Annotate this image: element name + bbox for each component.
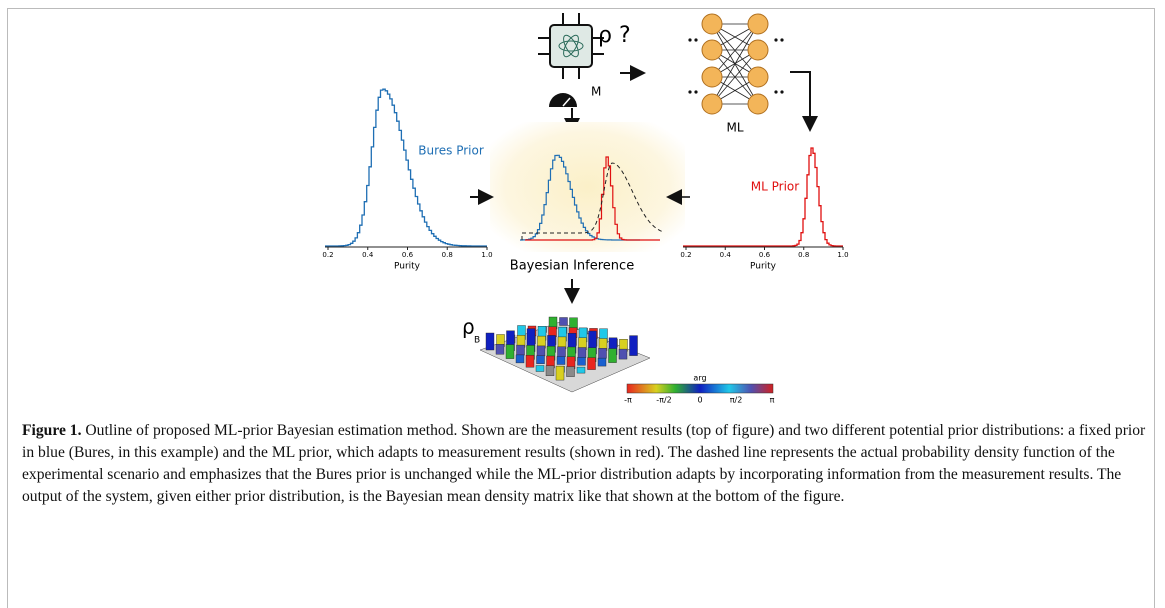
bures-prior-title: Bures Prior	[418, 144, 484, 158]
matrix-bar	[537, 356, 545, 364]
network-dots	[780, 38, 783, 41]
network-node	[748, 67, 768, 87]
matrix-bar	[558, 347, 566, 357]
caption-label: Figure 1.	[22, 422, 81, 439]
matrix-bar	[496, 344, 504, 354]
network-dots	[688, 38, 691, 41]
matrix-bar	[578, 357, 586, 365]
colorbar-tick: π/2	[730, 396, 743, 405]
tick-label: 0.8	[442, 251, 453, 259]
colorbar-tick: 0	[697, 396, 702, 405]
tick-label: 0.4	[720, 251, 732, 259]
network-node	[702, 40, 722, 60]
matrix-bar	[486, 333, 494, 350]
colorbar-tick: -π	[624, 396, 632, 405]
chip-icon	[538, 13, 604, 79]
density-matrix-bars	[480, 317, 650, 392]
network-label: ML	[726, 121, 743, 135]
meter-label: M	[591, 85, 601, 99]
matrix-bar	[537, 346, 545, 356]
network-dots	[688, 90, 691, 93]
tick-label: 1.0	[481, 251, 492, 259]
colorbar	[627, 384, 773, 393]
matrix-bar	[609, 349, 617, 363]
colorbar-tick: -π/2	[656, 396, 672, 405]
network-dots	[774, 90, 777, 93]
tick-label: 0.2	[322, 251, 333, 259]
network-node	[702, 94, 722, 114]
colorbar-label: arg	[693, 374, 706, 383]
matrix-bar	[546, 366, 554, 376]
ml-prior-title: ML Prior	[751, 180, 799, 194]
network-node	[748, 94, 768, 114]
bures-histogram	[325, 89, 487, 246]
network-node	[748, 40, 768, 60]
ml-histogram	[683, 148, 843, 246]
tick-label: 1.0	[837, 251, 848, 259]
network-node	[702, 14, 722, 34]
matrix-bar	[536, 366, 544, 372]
state-label: ρ ?	[598, 23, 631, 48]
network-dots	[774, 38, 777, 41]
network-node	[748, 14, 768, 34]
matrix-bar	[588, 358, 596, 370]
matrix-bar	[517, 345, 525, 355]
matrix-bar	[516, 355, 524, 363]
ml-xlabel: Purity	[750, 262, 777, 272]
matrix-bar	[556, 366, 564, 380]
arrow	[790, 72, 810, 128]
tick-label: 0.8	[798, 251, 809, 259]
matrix-bar	[557, 357, 565, 365]
neural-network-icon	[688, 14, 783, 114]
matrix-bar	[526, 355, 534, 367]
matrix-bar	[567, 367, 575, 377]
network-dots	[780, 90, 783, 93]
tick-label: 0.6	[402, 251, 414, 259]
matrix-bar	[598, 358, 606, 366]
network-node	[702, 67, 722, 87]
bures-xlabel: Purity	[394, 262, 421, 272]
matrix-bar	[599, 348, 607, 358]
network-dots	[694, 90, 697, 93]
matrix-bar	[577, 367, 585, 373]
matrix-bar	[578, 348, 586, 358]
tick-label: 0.4	[362, 251, 374, 259]
figure-caption: Figure 1. Outline of proposed ML-prior B…	[22, 420, 1147, 508]
matrix-bar	[630, 336, 638, 356]
center-label: Bayesian Inference	[510, 259, 634, 274]
caption-text: Outline of proposed ML-prior Bayesian es…	[22, 422, 1145, 505]
matrix-bar	[560, 318, 568, 326]
result-subscript: B	[474, 336, 480, 346]
matrix-bar	[506, 345, 514, 359]
matrix-bar	[619, 349, 627, 359]
network-dots	[694, 38, 697, 41]
tick-label: 0.2	[680, 251, 691, 259]
tick-label: 0.6	[759, 251, 771, 259]
colorbar-tick: π	[770, 396, 775, 405]
result-label: ρ	[462, 315, 475, 339]
